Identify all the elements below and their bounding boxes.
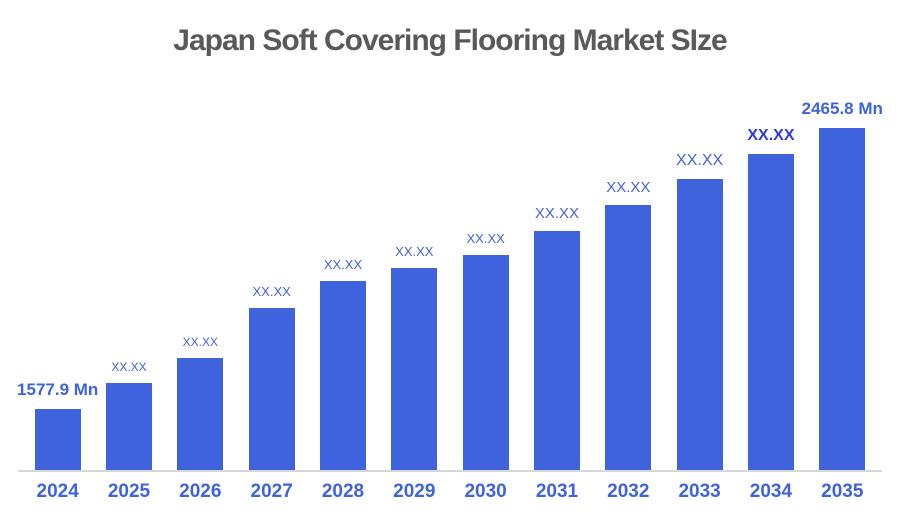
bar-column: XX.XX (307, 70, 378, 470)
bar (819, 128, 866, 470)
bar (533, 231, 580, 470)
bar-value-label: XX.XX (466, 230, 505, 246)
bar-value-label: XX.XX (252, 283, 291, 299)
bar (391, 268, 438, 470)
bar-column: XX.XX (450, 70, 521, 470)
bar-value-label: 1577.9 Mn (17, 380, 99, 400)
bar-value-label: XX.XX (747, 127, 795, 145)
bar (248, 308, 295, 470)
bar-column: XX.XX (521, 70, 592, 470)
bar (676, 179, 723, 470)
bar (319, 281, 366, 470)
bar-value-label: XX.XX (395, 243, 434, 259)
x-tick-label: 2027 (250, 481, 293, 502)
bar (605, 205, 652, 470)
bar-column: XX.XX (379, 70, 450, 470)
bar-value-label: XX.XX (111, 359, 147, 374)
bar-column: 2465.8 Mn (802, 70, 883, 470)
x-tick-label: 2029 (393, 481, 436, 502)
bar-column: XX.XX (236, 70, 307, 470)
bar (177, 358, 224, 470)
bar (34, 409, 81, 470)
bar (105, 383, 152, 470)
bar (462, 255, 509, 470)
x-tick-label: 2032 (607, 481, 650, 502)
bar-column: 1577.9 Mn (17, 70, 98, 470)
x-tick-label: 2025 (107, 481, 151, 502)
bar-value-label: XX.XX (606, 178, 651, 196)
x-tick-label: 2028 (321, 481, 365, 502)
x-tick-label: 2024 (36, 481, 79, 502)
x-tick-label: 2033 (678, 481, 721, 502)
bar-value-label: XX.XX (676, 152, 724, 170)
bar-value-label: 2465.8 Mn (801, 99, 883, 119)
plot-area: 1577.9 Mn XX.XX XX.XX XX.XX XX.XX XX.XX XX.XX X… (17, 70, 883, 470)
x-tick-label: 2030 (464, 481, 507, 502)
bar-value-label: XX.XX (323, 256, 363, 272)
x-tick-label: 2035 (821, 481, 864, 502)
x-tick-label: 2031 (535, 481, 579, 502)
x-axis-line (18, 470, 882, 472)
bar-column: XX.XX (93, 70, 164, 470)
x-tick-label: 2034 (749, 481, 793, 502)
x-tick-label: 2026 (179, 481, 222, 502)
bar-column: XX.XX (593, 70, 664, 470)
bar-column: XX.XX (664, 70, 735, 470)
x-axis-labels: 2024 2025 2026 2027 2028 2029 2030 2031 2032 2033… (22, 481, 878, 503)
chart-title: Japan Soft Covering Flooring Market SIze (173, 24, 727, 57)
bar-column: XX.XX (735, 70, 806, 470)
bar-column: XX.XX (165, 70, 236, 470)
bar-value-label: XX.XX (182, 334, 218, 349)
bar (747, 154, 794, 470)
bar-value-label: XX.XX (534, 204, 580, 222)
